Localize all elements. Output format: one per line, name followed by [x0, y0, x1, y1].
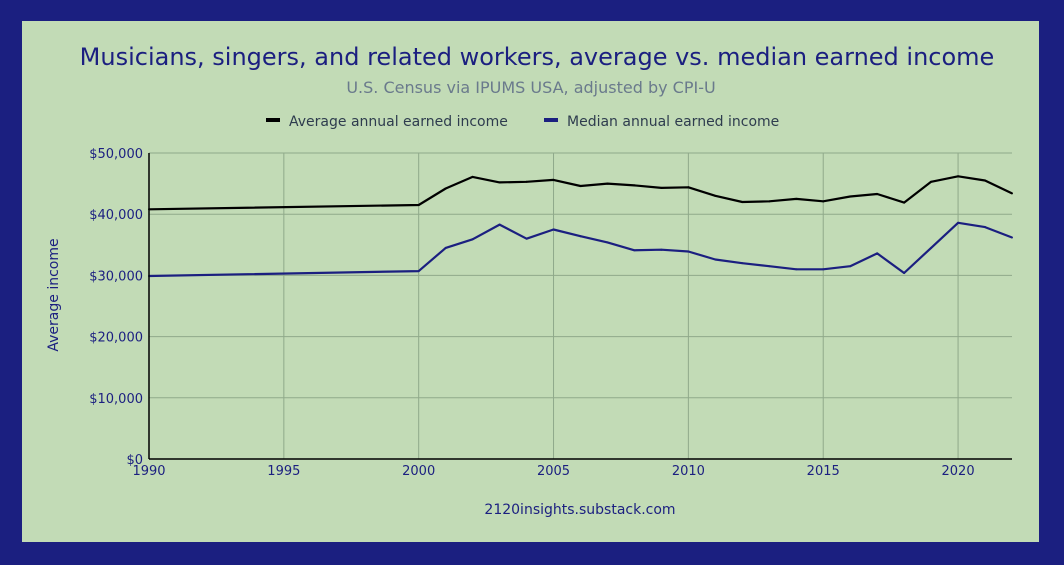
data-point-average [957, 175, 960, 178]
legend-label-median: Median annual earned income [567, 114, 779, 130]
data-point-average [660, 186, 663, 189]
data-point-median [984, 226, 987, 229]
data-point-average [417, 204, 420, 207]
y-axis-ticks: $0 $10,000 $20,000 $30,000 $40,000 $50,000 [89, 147, 143, 468]
chart-subtitle: U.S. Census via IPUMS USA, adjusted by C… [346, 78, 715, 97]
series-layer [148, 175, 1013, 278]
data-point-median [930, 246, 933, 249]
legend-swatch-average [266, 118, 280, 122]
data-point-average [822, 200, 825, 203]
data-point-average [714, 194, 717, 197]
data-point-median [579, 235, 582, 238]
y-axis-title: Average income [46, 238, 62, 351]
data-point-median [471, 238, 474, 241]
data-point-median [795, 268, 798, 271]
x-tick-label: 2005 [537, 464, 570, 479]
data-point-average [768, 200, 771, 203]
data-point-median [633, 249, 636, 252]
data-point-median [849, 265, 852, 268]
data-point-median [444, 246, 447, 249]
data-point-average [606, 182, 609, 185]
y-tick-label: $30,000 [89, 269, 143, 284]
data-point-average [795, 197, 798, 200]
data-point-average [903, 201, 906, 204]
data-point-average [579, 185, 582, 188]
data-point-average [633, 184, 636, 187]
data-point-median [957, 221, 960, 224]
x-tick-label: 1995 [267, 464, 300, 479]
y-tick-label: $50,000 [89, 147, 143, 162]
x-tick-label: 2000 [402, 464, 435, 479]
data-point-average [930, 180, 933, 183]
data-point-median [606, 241, 609, 244]
data-point-median [903, 271, 906, 274]
legend-swatch-median [544, 118, 558, 122]
line-chart: Musicians, singers, and related workers,… [46, 43, 1013, 518]
data-point-median [714, 258, 717, 261]
y-tick-label: $40,000 [89, 208, 143, 223]
axes [148, 153, 1012, 460]
data-point-average [552, 178, 555, 181]
data-point-median [552, 228, 555, 231]
data-point-average [876, 193, 879, 196]
x-axis-ticks: 1990 1995 2000 2005 2010 2015 2020 [132, 464, 974, 479]
y-tick-label: $0 [126, 453, 143, 468]
data-point-average [849, 195, 852, 198]
x-tick-label: 2010 [672, 464, 705, 479]
series-line-average [148, 175, 1013, 211]
data-point-average [471, 175, 474, 178]
legend: Average annual earned income Median annu… [266, 114, 779, 130]
data-point-median [660, 248, 663, 251]
data-point-median [525, 237, 528, 240]
data-point-average [687, 186, 690, 189]
chart-title: Musicians, singers, and related workers,… [80, 43, 995, 71]
data-point-average [498, 181, 501, 184]
y-tick-label: $10,000 [89, 392, 143, 407]
chart-card: Musicians, singers, and related workers,… [22, 21, 1039, 542]
gridlines [149, 152, 1012, 459]
data-point-median [417, 270, 420, 273]
series-line-median [148, 221, 1013, 278]
data-point-median [768, 265, 771, 268]
data-point-average [444, 187, 447, 190]
x-tick-label: 1990 [132, 464, 165, 479]
data-point-median [822, 268, 825, 271]
data-point-average [525, 180, 528, 183]
data-point-median [687, 250, 690, 253]
data-point-median [498, 223, 501, 226]
legend-label-average: Average annual earned income [289, 114, 508, 130]
data-point-median [876, 252, 879, 255]
data-point-average [984, 179, 987, 182]
data-point-average [741, 200, 744, 203]
data-point-average [1011, 192, 1013, 195]
y-tick-label: $20,000 [89, 331, 143, 346]
source-label: 2120insights.substack.com [484, 502, 675, 518]
data-point-median [1011, 236, 1013, 239]
x-tick-label: 2020 [942, 464, 975, 479]
data-point-median [741, 262, 744, 265]
x-tick-label: 2015 [807, 464, 840, 479]
